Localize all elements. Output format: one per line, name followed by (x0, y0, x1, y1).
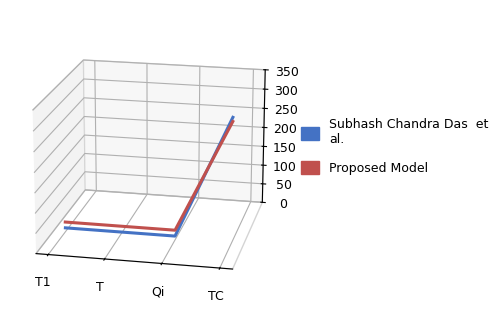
Legend: Subhash Chandra Das  et
al., Proposed Model: Subhash Chandra Das et al., Proposed Mod… (296, 113, 494, 180)
